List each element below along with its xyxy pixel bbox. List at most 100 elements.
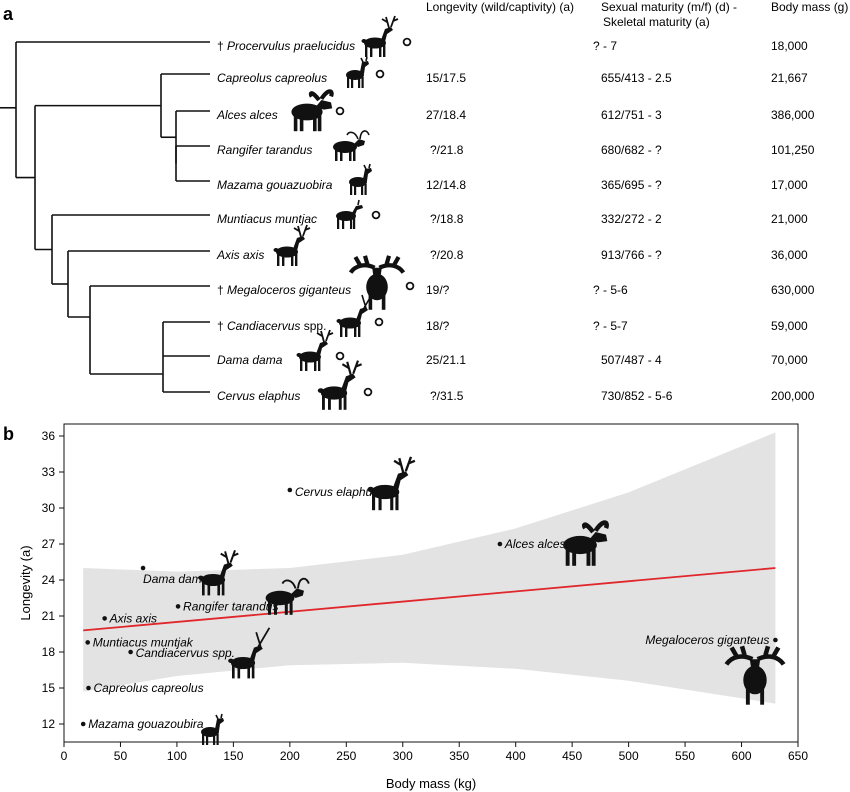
species-row: Capreolus capreolus 15/17.5 655/413 - 2.5 2… xyxy=(217,56,808,89)
regression-line xyxy=(83,567,776,632)
y-tick-label: 15 xyxy=(42,681,56,695)
longevity-value: ?/18.8 xyxy=(430,212,464,226)
species-row: Dama dama 25/21.1 507/487 - 4 70,000 xyxy=(217,330,808,371)
y-tick-label: 12 xyxy=(42,717,56,731)
fallow-deer-icon xyxy=(297,330,334,371)
point-label: Rangifer tarandus xyxy=(183,599,278,613)
x-tick-label: 350 xyxy=(449,749,469,763)
body-mass-value: 59,000 xyxy=(771,319,808,333)
data-point xyxy=(140,565,146,571)
body-mass-value: 70,000 xyxy=(771,353,808,367)
x-tick-label: 650 xyxy=(788,749,808,763)
phylogenetic-tree xyxy=(0,41,210,393)
red-deer-icon xyxy=(318,361,362,410)
y-tick-label: 36 xyxy=(42,429,56,443)
giant-deer-icon xyxy=(351,256,404,310)
moose-icon xyxy=(291,91,332,131)
species-row: Muntiacus muntjac ?/18.8 332/272 - 2 21,000 xyxy=(217,199,808,230)
maturity-value: ? - 7 xyxy=(593,39,617,53)
species-name: Mazama gouazuobira xyxy=(217,178,333,192)
x-tick-label: 300 xyxy=(393,749,413,763)
header-body-mass: Body mass (g) xyxy=(771,0,848,14)
data-point xyxy=(85,640,91,645)
x-tick-label: 600 xyxy=(732,749,752,763)
confidence-band xyxy=(83,432,776,704)
maturity-value: 655/413 - 2.5 xyxy=(601,71,672,85)
x-axis-label: Body mass (kg) xyxy=(386,776,476,791)
open-circle-marker xyxy=(335,106,345,116)
maturity-value: 507/487 - 4 xyxy=(601,353,662,367)
maturity-value: 913/766 - ? xyxy=(601,248,662,262)
open-circle-marker xyxy=(405,281,415,291)
x-tick-label: 400 xyxy=(506,749,526,763)
longevity-value: ?/31.5 xyxy=(430,389,464,403)
open-circle-marker xyxy=(402,37,412,47)
candiacervus-icon xyxy=(337,291,375,337)
species-name: Axis axis xyxy=(216,248,264,262)
longevity-value: 25/21.1 xyxy=(426,353,466,367)
open-circle-marker xyxy=(363,387,373,397)
point-label: Muntiacus muntjak xyxy=(93,635,194,649)
y-tick-label: 27 xyxy=(42,537,56,551)
data-point xyxy=(86,685,91,691)
x-tick-label: 250 xyxy=(336,749,356,763)
species-row: Axis axis ?/20.8 913/766 - ? 36,000 xyxy=(216,225,808,266)
species-name: † Megaloceros giganteus xyxy=(217,283,351,297)
x-tick-label: 100 xyxy=(167,749,187,763)
point-label: Axis axis xyxy=(109,611,157,625)
data-point xyxy=(80,721,86,727)
species-name: Alces alces xyxy=(216,108,278,122)
species-row: † Megaloceros giganteus 19/? ? - 5-6 630,00… xyxy=(217,256,815,310)
body-mass-value: 101,250 xyxy=(771,143,815,157)
body-mass-value: 630,000 xyxy=(771,283,815,297)
panel-b-label: b xyxy=(3,424,14,444)
roe-deer-icon xyxy=(345,56,370,89)
header-longevity: Longevity (wild/captivity) (a) xyxy=(426,0,574,14)
longevity-value: 18/? xyxy=(426,319,450,333)
body-mass-value: 18,000 xyxy=(771,39,808,53)
species-row: Mazama gouazuobira 12/14.8 365/695 - ? 17,0… xyxy=(217,163,808,196)
species-row: Cervus elaphus ?/31.5 730/852 - 5-6 200,000 xyxy=(217,361,815,410)
x-tick-label: 50 xyxy=(114,749,128,763)
x-tick-label: 200 xyxy=(280,749,300,763)
point-label: Megaloceros giganteus xyxy=(645,633,769,647)
species-row: † Procervulus praelucidus ? - 7 18,000 xyxy=(217,16,808,57)
species-name: † Procervulus praelucidus xyxy=(217,39,355,53)
open-circle-marker xyxy=(374,317,384,327)
y-tick-label: 30 xyxy=(42,501,56,515)
body-mass-value: 386,000 xyxy=(771,108,815,122)
body-mass-value: 21,000 xyxy=(771,212,808,226)
maturity-value: ? - 5-7 xyxy=(593,319,628,333)
deer-silhouette-icon xyxy=(362,16,399,57)
longevity-value: 12/14.8 xyxy=(426,178,466,192)
x-tick-label: 550 xyxy=(675,749,695,763)
body-mass-value: 36,000 xyxy=(771,248,808,262)
maturity-value: ? - 5-6 xyxy=(593,283,628,297)
body-mass-value: 17,000 xyxy=(771,178,808,192)
data-point xyxy=(287,487,293,493)
species-name: † Candiacervus spp. xyxy=(217,319,326,333)
header-maturity-line1: Sexual maturity (m/f) (d) - xyxy=(601,0,737,14)
data-point xyxy=(175,604,181,609)
species-name: Muntiacus muntjac xyxy=(217,212,317,226)
scatter-plot: 0 50 100 150 200 250 300 350 400 450 500 550 600 650 1… xyxy=(18,423,808,791)
y-axis-label: Longevity (a) xyxy=(18,545,33,620)
y-tick-label: 24 xyxy=(42,573,56,587)
y-tick-label: 21 xyxy=(42,609,56,623)
panel-b: b 0 50 100 150 200 250 300 350 400 450 500 550 600 65… xyxy=(3,423,808,791)
longevity-value: ?/21.8 xyxy=(430,143,464,157)
maturity-value: 680/682 - ? xyxy=(601,143,662,157)
data-point xyxy=(497,541,503,547)
species-row: † Candiacervus spp. 18/? ? - 5-7 59,000 xyxy=(217,291,808,337)
open-circle-marker xyxy=(335,351,345,361)
point-label: Candiacervus spp. xyxy=(136,646,235,660)
panel-a: a Longevity (wild/captivity) (a) Sexual … xyxy=(3,0,848,410)
muntjac-icon xyxy=(335,199,364,230)
body-mass-value: 200,000 xyxy=(771,389,815,403)
open-circle-marker xyxy=(375,69,385,79)
data-point xyxy=(102,616,107,621)
header-maturity-line2: Skeletal maturity (a) xyxy=(603,15,710,29)
maturity-value: 365/695 - ? xyxy=(601,178,662,192)
point-label: Cervus elaphus xyxy=(295,485,378,499)
